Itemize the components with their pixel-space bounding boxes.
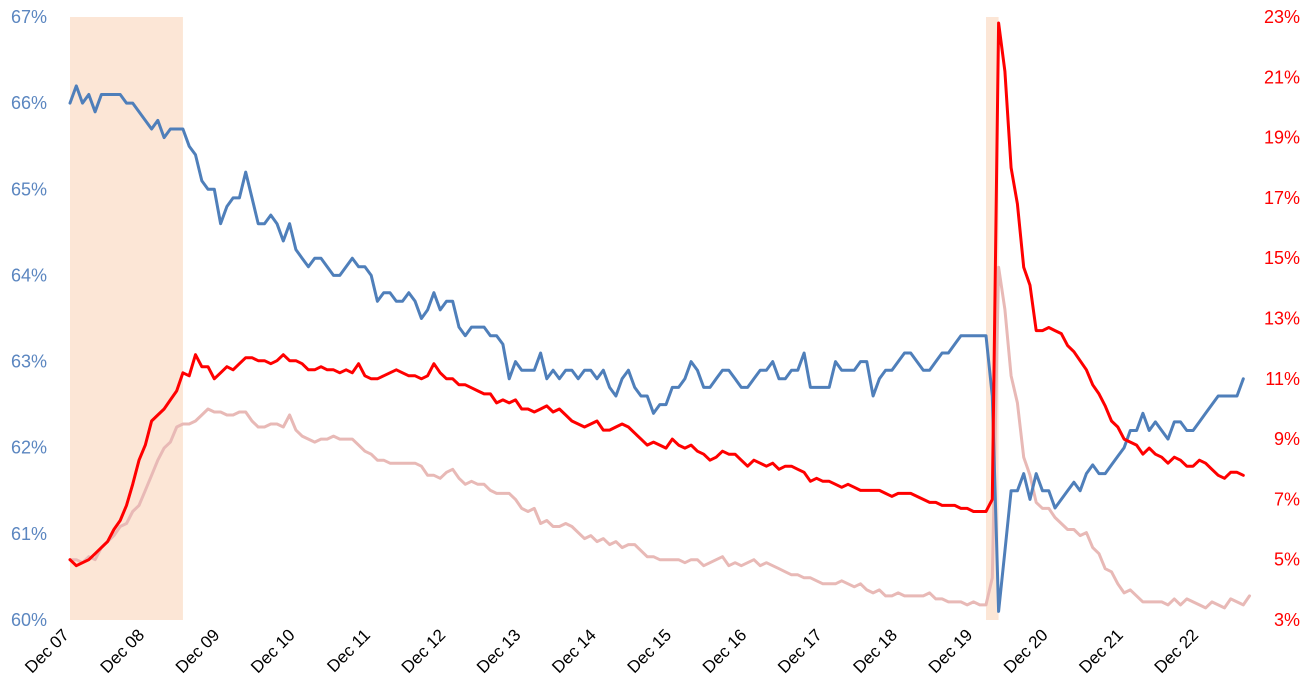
left-tick-label: 66%	[11, 93, 47, 113]
right-tick-label: 23%	[1264, 7, 1300, 27]
recession-shade-1	[70, 17, 183, 620]
left-tick-label: 67%	[11, 7, 47, 27]
x-tick-label: Dec 16	[699, 625, 751, 677]
right-tick-label: 9%	[1274, 429, 1300, 449]
right-tick-label: 15%	[1264, 248, 1300, 268]
x-tick-label: Dec 09	[172, 625, 224, 677]
left-tick-label: 64%	[11, 265, 47, 285]
x-tick-label: Dec 14	[548, 625, 600, 677]
x-tick-label: Dec 15	[624, 625, 676, 677]
x-tick-label: Dec 08	[97, 625, 149, 677]
x-tick-label: Dec 21	[1075, 625, 1127, 677]
left-tick-label: 65%	[11, 179, 47, 199]
left-tick-label: 62%	[11, 438, 47, 458]
x-tick-label: Dec 07	[21, 625, 73, 677]
x-tick-label: Dec 19	[925, 625, 977, 677]
recession-shading	[70, 17, 999, 620]
right-tick-label: 19%	[1264, 128, 1300, 148]
right-tick-label: 11%	[1265, 369, 1300, 389]
right-y-axis: 3% 5% 7% 9% 11% 13% 15% 17% 19% 21% 23%	[1264, 7, 1300, 630]
x-tick-label: Dec 20	[1000, 625, 1052, 677]
right-tick-label: 5%	[1274, 550, 1300, 570]
x-tick-label: Dec 13	[473, 625, 525, 677]
left-tick-label: 61%	[11, 524, 47, 544]
x-tick-label: Dec 22	[1151, 625, 1203, 677]
x-tick-label: Dec 17	[774, 625, 826, 677]
series-lines	[68, 21, 1251, 613]
right-tick-label: 13%	[1264, 309, 1300, 329]
right-tick-label: 3%	[1274, 610, 1300, 630]
left-tick-label: 60%	[11, 610, 47, 630]
series-line-blue	[68, 84, 1245, 613]
x-axis: Dec 07 Dec 08 Dec 09 Dec 10 Dec 11 Dec 12 Dec …	[21, 625, 1202, 677]
right-tick-label: 21%	[1264, 67, 1300, 87]
series-line-pink	[68, 265, 1251, 610]
left-y-axis: 60% 61% 62% 63% 64% 65% 66% 67%	[11, 7, 47, 630]
x-tick-label: Dec 11	[323, 625, 374, 676]
right-tick-label: 7%	[1274, 489, 1300, 509]
x-tick-label: Dec 10	[247, 625, 299, 677]
series-line-red	[68, 21, 1245, 568]
left-tick-label: 63%	[11, 352, 47, 372]
x-tick-label: Dec 18	[849, 625, 901, 677]
x-tick-label: Dec 12	[398, 625, 450, 677]
right-tick-label: 17%	[1264, 188, 1300, 208]
